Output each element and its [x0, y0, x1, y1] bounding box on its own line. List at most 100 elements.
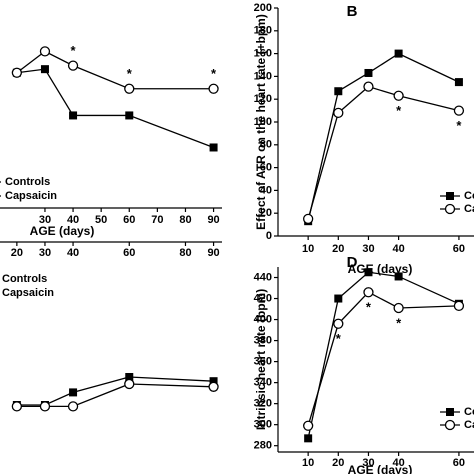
y-tick-label: 340 [254, 377, 272, 389]
annotation: * [396, 315, 402, 330]
series-line [307, 271, 460, 439]
y-tick-label: 280 [254, 440, 272, 452]
legend-label: Capsaicin [464, 203, 474, 215]
annotation: * [366, 300, 372, 315]
data-point [364, 68, 373, 77]
annotation: * [456, 118, 462, 133]
data-point [453, 300, 465, 312]
y-tick-label: 360 [254, 356, 272, 368]
data-point [11, 67, 23, 78]
data-point [303, 213, 314, 225]
legend-marker [446, 192, 454, 200]
x-tick-label: 30 [362, 243, 374, 255]
x-axis-label: AGE (days) [30, 224, 95, 238]
x-tick-label: 40 [67, 247, 79, 259]
y-tick-label: 440 [254, 271, 272, 283]
data-point [40, 65, 49, 74]
x-tick-label: 90 [207, 247, 219, 259]
x-tick-label: 30 [362, 457, 374, 469]
data-point [453, 105, 465, 116]
y-axis-label: Effect of ATR on the heart rate (+bpm) [254, 14, 268, 230]
y-tick-label: 60 [260, 162, 272, 174]
data-point [333, 318, 344, 329]
legend-label: Controls [5, 176, 50, 188]
data-point [67, 60, 79, 71]
x-tick-label: 10 [302, 457, 314, 469]
x-tick-label: 60 [123, 247, 135, 259]
x-tick-label: 20 [332, 457, 344, 469]
legend-label: Controls [2, 273, 47, 285]
series-line [307, 291, 459, 426]
data-point [124, 378, 135, 390]
x-tick-label: 70 [151, 214, 163, 226]
y-tick-label: 40 [260, 184, 272, 196]
data-point [209, 143, 218, 152]
data-point [67, 401, 79, 412]
y-tick-label: 0 [266, 230, 272, 242]
legend-label: Capsaicin [5, 190, 57, 202]
x-tick-label: 60 [123, 214, 135, 226]
x-tick-label: 90 [207, 214, 219, 226]
y-tick-label: 320 [254, 398, 272, 410]
data-point [333, 107, 344, 119]
legend-marker [444, 203, 456, 215]
data-point [394, 49, 403, 58]
y-tick-label: 400 [254, 313, 272, 325]
x-tick-label: 20 [11, 247, 23, 259]
data-point [69, 388, 78, 397]
y-tick-label: 100 [254, 116, 272, 128]
y-tick-label: 420 [254, 292, 272, 304]
legend-label: Controls [464, 406, 474, 418]
data-point [208, 381, 219, 392]
y-tick-label: 140 [254, 70, 272, 82]
x-axis-label: AGE (days) [348, 463, 413, 474]
x-tick-label: 60 [453, 457, 465, 469]
x-tick-label: 40 [67, 214, 79, 226]
y-axis-label: Intrinsic heart rate (bpm) [254, 289, 268, 430]
data-point [69, 111, 78, 120]
series-line [16, 68, 214, 149]
data-point [363, 81, 374, 92]
data-point [393, 302, 404, 314]
data-point [124, 83, 135, 94]
data-point [209, 377, 218, 386]
y-tick-label: 80 [260, 139, 272, 151]
y-tick-label: 120 [254, 93, 272, 105]
data-point [39, 46, 51, 57]
y-tick-label: 20 [260, 207, 272, 219]
x-tick-label: 10 [302, 243, 314, 255]
annotation: * [336, 331, 342, 346]
annotation: * [71, 43, 77, 58]
legend-label: Controls [464, 190, 474, 202]
x-tick-label: 40 [392, 457, 404, 469]
y-tick-label: 160 [254, 48, 272, 60]
series-line [307, 85, 460, 220]
y-tick-label: 180 [254, 25, 272, 37]
x-tick-label: 20 [332, 243, 344, 255]
annotation: * [396, 103, 402, 118]
data-point [208, 83, 219, 94]
x-tick-label: 30 [39, 247, 51, 259]
panel-label: B [347, 3, 358, 20]
x-tick-label: 80 [179, 247, 191, 259]
legend-label: Capsaicin [464, 419, 474, 431]
data-point [394, 272, 403, 281]
data-point [125, 373, 134, 381]
data-point [303, 420, 314, 431]
annotation: * [211, 66, 217, 81]
data-point [363, 287, 374, 298]
annotation: * [127, 66, 133, 81]
data-point [364, 268, 373, 277]
data-point [334, 87, 343, 96]
legend-marker [446, 408, 454, 416]
x-tick-label: 30 [39, 214, 51, 226]
x-tick-label: 50 [95, 214, 107, 226]
y-tick-label: 300 [254, 419, 272, 431]
data-point [454, 78, 463, 87]
y-tick-label: 380 [254, 334, 272, 346]
x-tick-label: 80 [179, 214, 191, 226]
y-tick-label: 200 [254, 2, 272, 14]
series-line [16, 376, 214, 406]
